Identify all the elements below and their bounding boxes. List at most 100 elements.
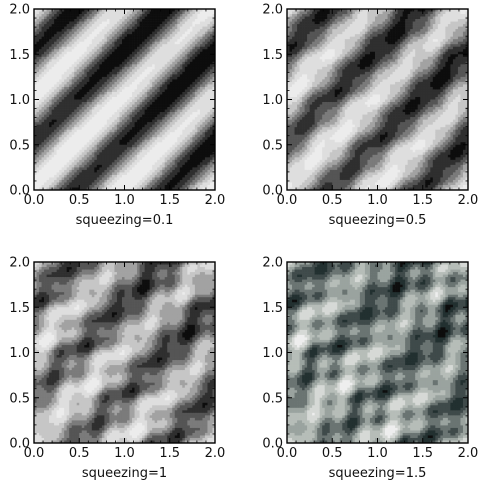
heatmap-cell-3993 xyxy=(172,91,176,95)
heatmap-cell-1449 xyxy=(84,31,88,35)
heatmap-cell-3073 xyxy=(139,132,143,136)
heatmap-cell-4235 xyxy=(179,157,183,161)
heatmap-cell-4132 xyxy=(177,79,181,83)
heatmap-cell-2727 xyxy=(127,167,130,171)
heatmap-cell-4975 xyxy=(207,26,211,30)
heatmap-cell-1748 xyxy=(94,59,98,63)
heatmap-cell-2982 xyxy=(137,84,140,88)
heatmap-cell-4540 xyxy=(192,19,196,22)
heatmap-cell-2235 xyxy=(111,16,115,20)
heatmap-cell-2594 xyxy=(124,14,128,17)
heatmap-cell-4157 xyxy=(177,142,181,146)
heatmap-cell-4866 xyxy=(202,114,206,118)
heatmap-cell-4634 xyxy=(194,74,198,78)
heatmap-cell-840 xyxy=(61,129,65,133)
heatmap-cell-1047 xyxy=(69,107,73,110)
heatmap-cell-213 xyxy=(39,182,42,186)
heatmap-cell-3183 xyxy=(144,46,148,50)
heatmap-cell-1696 xyxy=(91,109,95,113)
heatmap-cell-1228 xyxy=(76,19,80,22)
heatmap-cell-3389 xyxy=(152,21,156,25)
heatmap-cell-3861 xyxy=(167,122,171,125)
heatmap-cell-130 xyxy=(36,154,40,158)
heatmap-cell-2602 xyxy=(124,34,128,37)
heatmap-cell-728 xyxy=(59,29,62,32)
heatmap-cell-365 xyxy=(46,21,50,25)
heatmap-cell-3907 xyxy=(169,56,173,60)
heatmap-cell-3893 xyxy=(169,21,173,25)
heatmap-cell-3283 xyxy=(147,117,150,120)
heatmap-cell-1463 xyxy=(84,66,88,70)
heatmap-cell-1407 xyxy=(81,107,85,110)
heatmap-cell-4316 xyxy=(182,179,186,183)
heatmap-cell-2297 xyxy=(111,172,115,176)
heatmap-cell-4670 xyxy=(194,164,198,168)
heatmap-cell-2842 xyxy=(132,94,135,98)
heatmap-cell-4885 xyxy=(202,162,206,166)
heatmap-cell-4948 xyxy=(204,139,208,143)
heatmap-cell-2386 xyxy=(116,34,120,37)
heatmap-cell-554 xyxy=(51,134,55,138)
heatmap-cell-4397 xyxy=(187,21,191,25)
heatmap-cell-777 xyxy=(59,152,62,156)
heatmap-cell-3130 xyxy=(142,94,145,98)
heatmap-cell-3059 xyxy=(139,96,143,100)
heatmap-cell-3214 xyxy=(144,124,148,128)
heatmap-cell-493 xyxy=(49,162,52,166)
heatmap-cell-4717 xyxy=(197,102,201,105)
heatmap-cell-343 xyxy=(44,147,47,151)
heatmap-cell-228 xyxy=(41,39,45,43)
heatmap-cell-567 xyxy=(51,167,55,171)
heatmap-cell-951 xyxy=(66,46,70,50)
heatmap-cell-2799 xyxy=(129,167,133,171)
heatmap-cell-97 xyxy=(36,71,40,75)
heatmap-cell-1258 xyxy=(76,94,80,98)
heatmap-cell-4623 xyxy=(194,46,198,50)
heatmap-cell-3276 xyxy=(147,99,150,103)
heatmap-cell-2538 xyxy=(121,54,125,58)
heatmap-cell-4774 xyxy=(199,64,203,68)
heatmap-cell-625 xyxy=(54,132,57,136)
heatmap-cell-2457 xyxy=(119,31,123,35)
heatmap-cell-2952 xyxy=(137,9,140,12)
heatmap-cell-908 xyxy=(64,119,68,123)
heatmap-cell-2412 xyxy=(116,99,120,103)
heatmap-cell-786 xyxy=(59,174,62,178)
heatmap-cell-4083 xyxy=(174,137,178,141)
heatmap-cell-2136 xyxy=(106,129,110,133)
heatmap-cell-2011 xyxy=(101,177,105,181)
heatmap-cell-4845 xyxy=(202,61,206,65)
heatmap-cell-4090 xyxy=(174,154,178,158)
heatmap-cell-4781 xyxy=(199,81,203,85)
heatmap-cell-1564 xyxy=(86,139,90,143)
heatmap-cell-289 xyxy=(44,11,47,15)
heatmap-cell-2926 xyxy=(134,124,138,128)
heatmap-cell-4231 xyxy=(179,147,183,151)
heatmap-cell-571 xyxy=(51,177,55,181)
heatmap-cell-2092 xyxy=(106,19,110,22)
heatmap-cell-4801 xyxy=(199,132,203,136)
heatmap-cell-3915 xyxy=(169,76,173,80)
heatmap-cell-3250 xyxy=(147,34,150,37)
heatmap-cell-2148 xyxy=(106,159,110,163)
heatmap-cell-3575 xyxy=(157,127,161,131)
heatmap-cell-1707 xyxy=(91,137,95,141)
heatmap-cell-4789 xyxy=(199,102,203,105)
heatmap-cell-3851 xyxy=(167,96,171,100)
heatmap-cell-1200 xyxy=(74,129,78,133)
heatmap-cell-3774 xyxy=(164,84,168,88)
heatmap-cell-3489 xyxy=(154,91,158,95)
heatmap-cell-507 xyxy=(51,16,55,20)
heatmap-cell-3462 xyxy=(154,24,158,27)
heatmap-cell-883 xyxy=(64,56,68,60)
heatmap-cell-378 xyxy=(46,54,50,58)
heatmap-cell-1464 xyxy=(84,69,88,73)
heatmap-cell-2301 xyxy=(111,182,115,186)
heatmap-cell-3882 xyxy=(167,174,171,178)
heatmap-cell-2891 xyxy=(134,36,138,40)
heatmap-cell-347 xyxy=(44,157,47,161)
heatmap-cell-4747 xyxy=(197,177,201,181)
heatmap-cell-4234 xyxy=(179,154,183,158)
heatmap-cell-4512 xyxy=(189,129,193,133)
heatmap-cell-4414 xyxy=(187,64,191,68)
